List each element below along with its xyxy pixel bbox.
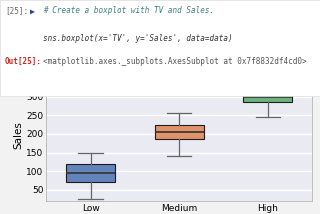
Text: sns.boxplot(x='TV', y='Sales', data=data): sns.boxplot(x='TV', y='Sales', data=data… <box>43 34 233 43</box>
PathPatch shape <box>66 164 115 183</box>
PathPatch shape <box>155 125 204 140</box>
Y-axis label: Sales: Sales <box>13 121 24 149</box>
Text: [25]:: [25]: <box>5 6 28 15</box>
PathPatch shape <box>244 91 292 102</box>
Text: # Create a boxplot with TV and Sales.: # Create a boxplot with TV and Sales. <box>43 6 214 15</box>
Text: <matplotlib.axes._subplots.AxesSubplot at 0x7f8832df4cd0>: <matplotlib.axes._subplots.AxesSubplot a… <box>43 57 307 66</box>
Text: Out[25]:: Out[25]: <box>5 57 42 66</box>
Text: ▶: ▶ <box>30 6 36 15</box>
